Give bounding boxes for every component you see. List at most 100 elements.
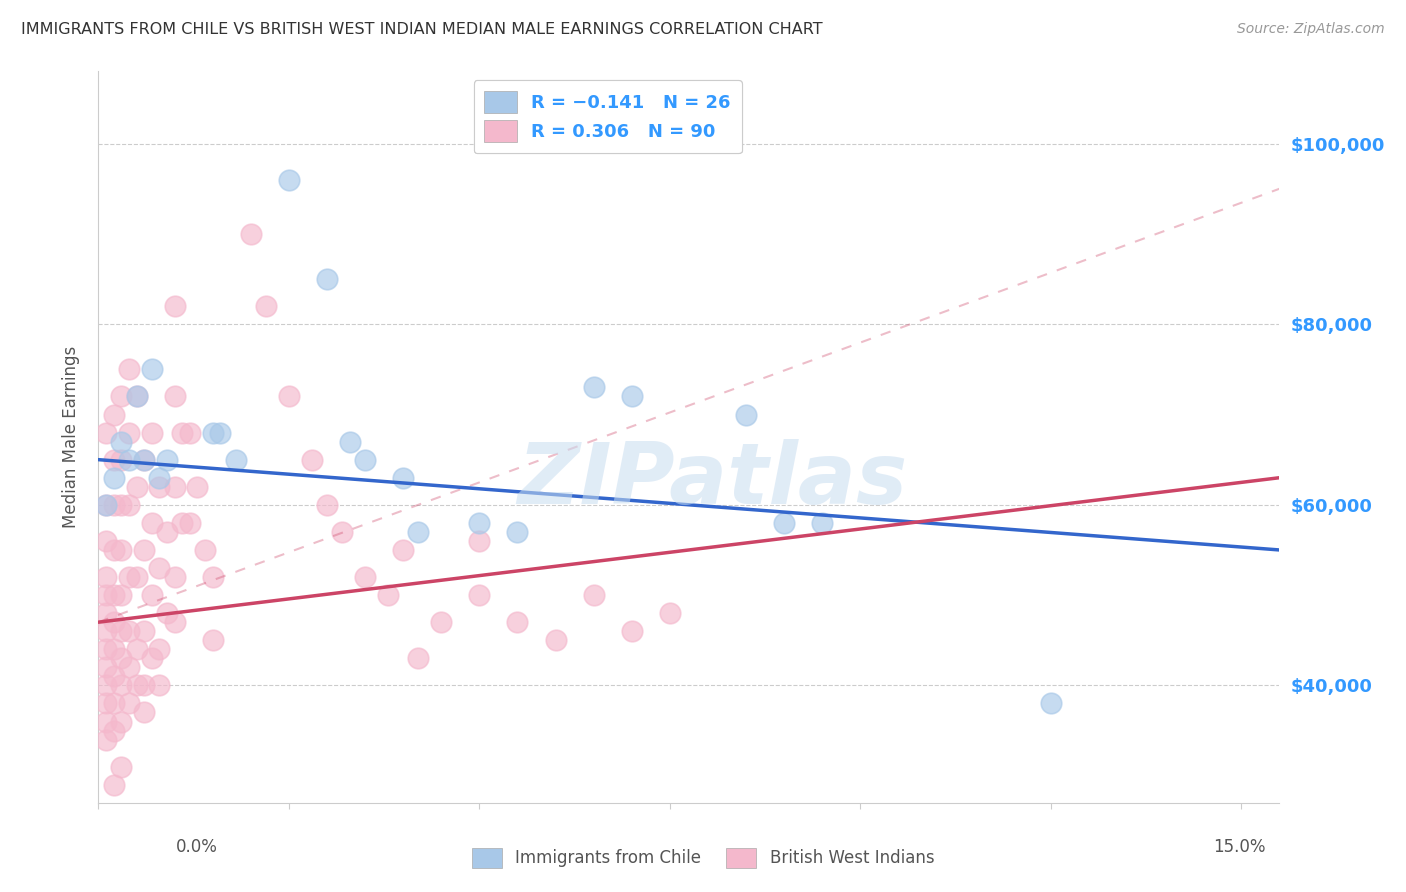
Point xyxy=(103,408,125,422)
Point xyxy=(582,588,605,602)
Text: IMMIGRANTS FROM CHILE VS BRITISH WEST INDIAN MEDIAN MALE EARNINGS CORRELATION CH: IMMIGRANTS FROM CHILE VS BRITISH WEST IN… xyxy=(21,22,823,37)
Point xyxy=(225,452,247,467)
Point xyxy=(172,516,194,530)
Point xyxy=(172,425,194,440)
Y-axis label: Median Male Earnings: Median Male Earnings xyxy=(62,346,80,528)
Point xyxy=(1039,697,1062,711)
Point xyxy=(735,408,758,422)
Point xyxy=(94,425,117,440)
Point xyxy=(94,498,117,512)
Point xyxy=(103,669,125,683)
Point xyxy=(468,533,491,548)
Point xyxy=(141,425,163,440)
Point xyxy=(156,606,179,620)
Point xyxy=(94,697,117,711)
Point xyxy=(110,651,132,665)
Point xyxy=(148,642,170,657)
Point xyxy=(118,624,141,639)
Point xyxy=(134,452,156,467)
Point xyxy=(103,697,125,711)
Text: ZIPatlas: ZIPatlas xyxy=(517,440,908,523)
Point xyxy=(118,660,141,674)
Point xyxy=(134,452,156,467)
Point xyxy=(179,516,201,530)
Point xyxy=(141,651,163,665)
Point xyxy=(163,570,186,584)
Point xyxy=(118,570,141,584)
Point xyxy=(468,588,491,602)
Point xyxy=(186,480,208,494)
Point xyxy=(103,723,125,738)
Point xyxy=(125,389,148,403)
Legend: Immigrants from Chile, British West Indians: Immigrants from Chile, British West Indi… xyxy=(465,841,941,875)
Point xyxy=(330,524,353,539)
Point xyxy=(94,678,117,692)
Point xyxy=(506,524,529,539)
Point xyxy=(156,524,179,539)
Point xyxy=(94,714,117,729)
Point xyxy=(811,516,834,530)
Point xyxy=(94,606,117,620)
Point xyxy=(377,588,399,602)
Point xyxy=(620,389,643,403)
Point xyxy=(103,588,125,602)
Point xyxy=(163,389,186,403)
Point xyxy=(392,471,415,485)
Point xyxy=(354,570,377,584)
Point xyxy=(620,624,643,639)
Point xyxy=(148,480,170,494)
Point xyxy=(125,480,148,494)
Point xyxy=(339,434,361,449)
Point xyxy=(110,624,132,639)
Point xyxy=(134,706,156,720)
Point xyxy=(94,732,117,747)
Text: Source: ZipAtlas.com: Source: ZipAtlas.com xyxy=(1237,22,1385,37)
Text: 0.0%: 0.0% xyxy=(176,838,218,856)
Point xyxy=(110,760,132,774)
Point xyxy=(110,434,132,449)
Point xyxy=(277,389,299,403)
Point xyxy=(148,678,170,692)
Point xyxy=(110,714,132,729)
Point xyxy=(118,498,141,512)
Point xyxy=(773,516,796,530)
Point xyxy=(141,588,163,602)
Point xyxy=(110,543,132,558)
Point xyxy=(103,498,125,512)
Point xyxy=(94,588,117,602)
Point xyxy=(134,624,156,639)
Point xyxy=(125,642,148,657)
Point xyxy=(141,516,163,530)
Point xyxy=(316,272,339,286)
Point xyxy=(110,678,132,692)
Point xyxy=(118,425,141,440)
Point xyxy=(408,524,430,539)
Point xyxy=(134,678,156,692)
Point xyxy=(118,362,141,376)
Legend: R = −0.141   N = 26, R = 0.306   N = 90: R = −0.141 N = 26, R = 0.306 N = 90 xyxy=(474,80,742,153)
Point xyxy=(163,480,186,494)
Text: 15.0%: 15.0% xyxy=(1213,838,1265,856)
Point xyxy=(118,697,141,711)
Point xyxy=(430,615,453,630)
Point xyxy=(354,452,377,467)
Point xyxy=(94,533,117,548)
Point xyxy=(179,425,201,440)
Point xyxy=(103,778,125,792)
Point xyxy=(239,227,262,241)
Point xyxy=(125,570,148,584)
Point xyxy=(194,543,217,558)
Point xyxy=(94,570,117,584)
Point xyxy=(134,543,156,558)
Point xyxy=(392,543,415,558)
Point xyxy=(277,172,299,186)
Point xyxy=(141,362,163,376)
Point xyxy=(94,642,117,657)
Point xyxy=(110,588,132,602)
Point xyxy=(658,606,681,620)
Point xyxy=(103,543,125,558)
Point xyxy=(254,299,277,313)
Point xyxy=(94,498,117,512)
Point xyxy=(468,516,491,530)
Point xyxy=(163,299,186,313)
